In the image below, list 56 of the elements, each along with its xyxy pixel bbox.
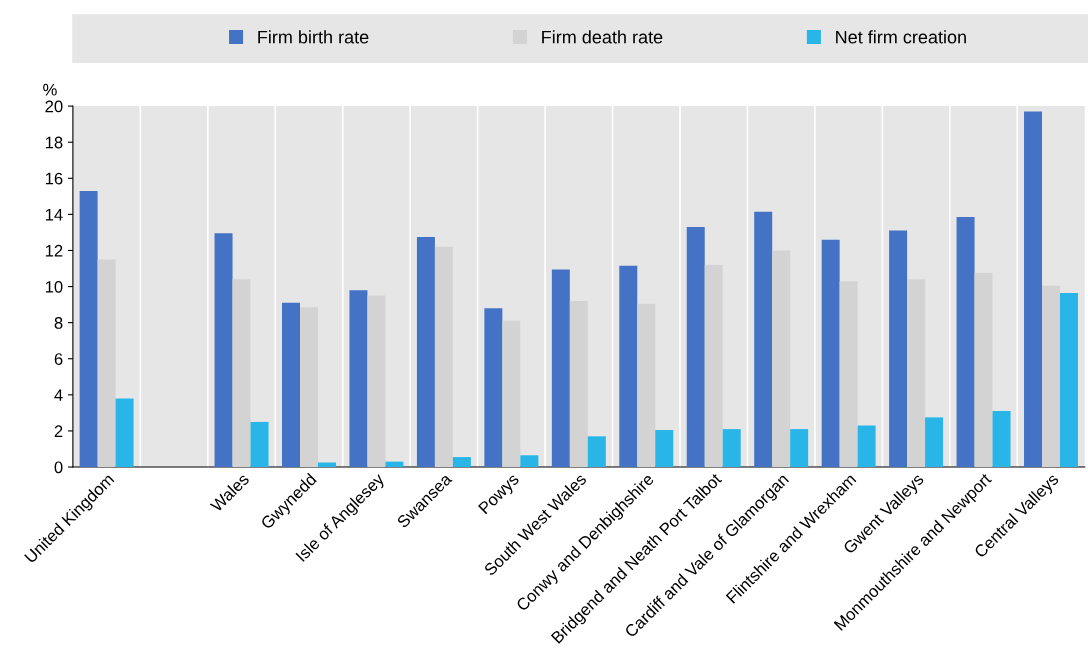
bar xyxy=(587,436,606,468)
y-tick-label: 16 xyxy=(45,172,63,185)
bar xyxy=(385,461,404,468)
bar xyxy=(250,421,269,468)
bar xyxy=(349,290,368,468)
bar xyxy=(754,211,773,468)
bar xyxy=(1042,285,1060,468)
y-tick-label: 2 xyxy=(54,425,63,437)
bar xyxy=(97,259,116,468)
bar xyxy=(484,308,503,468)
bar xyxy=(300,307,318,468)
y-tick-label: 10 xyxy=(45,280,63,293)
y-tick-label: 20 xyxy=(45,100,63,113)
bar xyxy=(1060,292,1078,468)
legend-label: Firm death rate xyxy=(542,30,663,44)
legend-label: Net firm creation xyxy=(836,30,966,44)
y-tick-label: 18 xyxy=(45,136,63,149)
bar xyxy=(655,430,674,468)
y-tick-label: 6 xyxy=(54,353,63,365)
bar xyxy=(1024,111,1043,468)
bar xyxy=(889,230,908,468)
bar xyxy=(772,250,791,468)
bar xyxy=(637,303,656,468)
bar xyxy=(115,398,134,468)
bar xyxy=(907,279,926,468)
bar xyxy=(502,320,521,468)
bar xyxy=(857,425,876,468)
bar xyxy=(619,265,638,468)
bar xyxy=(956,217,975,468)
bar xyxy=(232,279,251,468)
bar xyxy=(569,301,588,468)
y-tick-label: 4 xyxy=(54,389,63,401)
bar xyxy=(520,455,539,468)
y-tick-label: 12 xyxy=(45,244,63,257)
bar xyxy=(367,295,386,468)
y-tick-label: 14 xyxy=(45,208,63,221)
bar xyxy=(434,246,453,468)
bar xyxy=(452,457,471,468)
bar xyxy=(551,269,570,468)
bar xyxy=(79,190,98,468)
y-axis-title: % xyxy=(43,83,57,96)
bar xyxy=(992,411,1011,468)
bar xyxy=(790,429,809,468)
bar xyxy=(722,429,741,468)
y-tick-label: 8 xyxy=(54,317,63,329)
bar xyxy=(704,264,723,468)
bar xyxy=(925,417,944,468)
legend-label: Firm birth rate xyxy=(258,30,369,44)
bar xyxy=(839,281,858,468)
y-tick-label: 0 xyxy=(54,461,63,474)
bar xyxy=(416,236,435,468)
bar xyxy=(214,233,233,468)
bar xyxy=(821,239,840,468)
bar xyxy=(974,273,993,468)
bar xyxy=(686,227,705,468)
bar xyxy=(282,302,300,468)
